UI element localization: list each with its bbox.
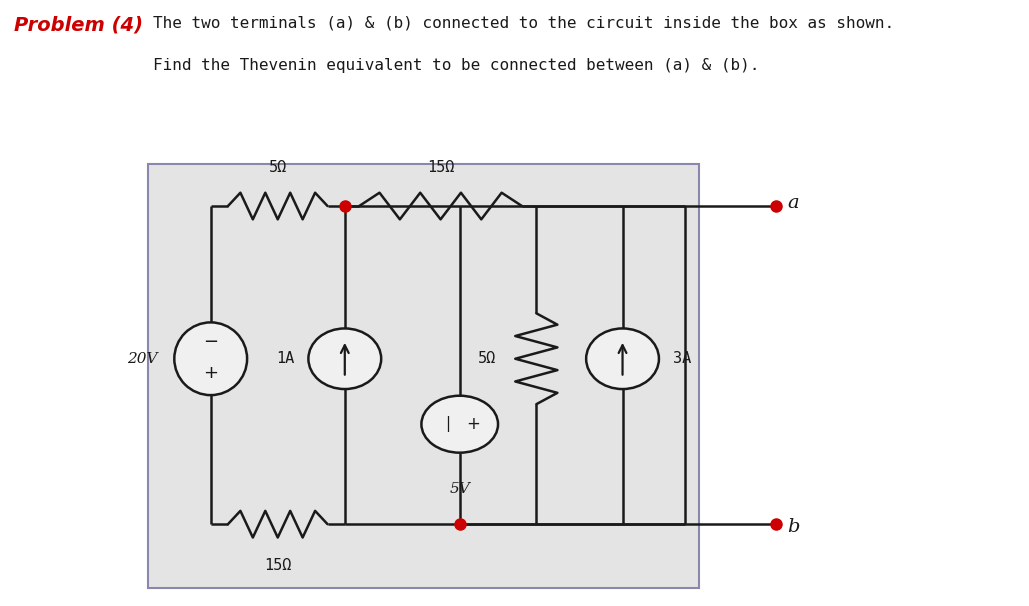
Text: +: +: [203, 364, 218, 382]
Text: 5Ω: 5Ω: [269, 159, 287, 175]
Text: 1A: 1A: [276, 351, 294, 366]
Ellipse shape: [422, 396, 498, 453]
Text: b: b: [787, 518, 800, 536]
Ellipse shape: [174, 322, 247, 395]
Ellipse shape: [309, 328, 381, 389]
Text: 5V: 5V: [450, 482, 470, 496]
Text: +: +: [466, 415, 481, 433]
FancyBboxPatch shape: [148, 164, 699, 588]
Text: −: −: [203, 333, 218, 351]
Text: Problem (4): Problem (4): [14, 15, 143, 34]
Ellipse shape: [587, 328, 659, 389]
Text: 20V: 20V: [127, 351, 157, 366]
Text: The two terminals (a) & (b) connected to the circuit inside the box as shown.: The two terminals (a) & (b) connected to…: [153, 15, 894, 30]
Text: 3A: 3A: [673, 351, 691, 366]
Text: |: |: [445, 416, 450, 432]
Text: Find the Thevenin equivalent to be connected between (a) & (b).: Find the Thevenin equivalent to be conne…: [153, 58, 759, 73]
Text: a: a: [787, 194, 799, 212]
Text: 15Ω: 15Ω: [427, 159, 454, 175]
Text: 15Ω: 15Ω: [264, 558, 291, 573]
Text: 5Ω: 5Ω: [477, 351, 496, 366]
